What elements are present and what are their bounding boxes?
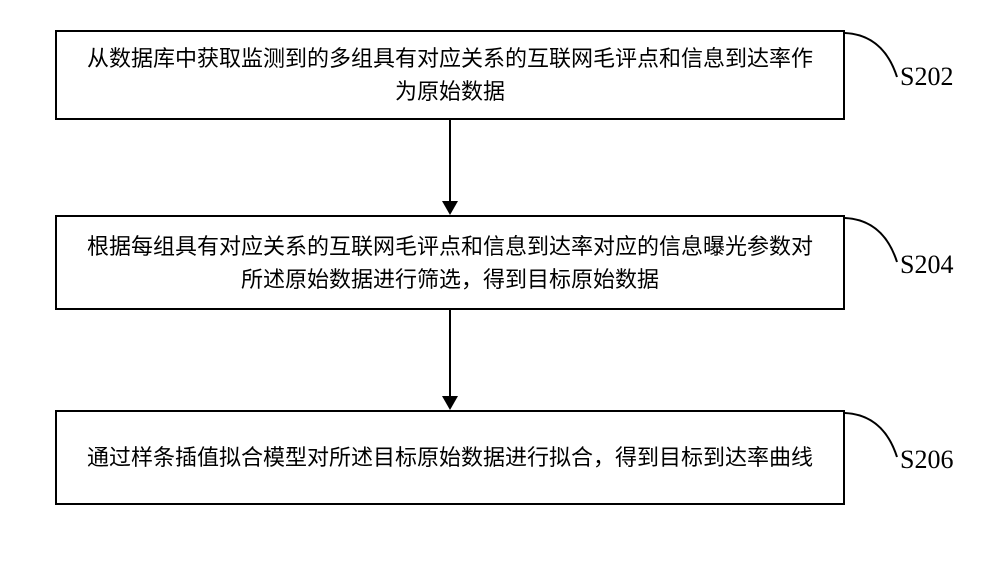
connector-curve-icon [845, 215, 900, 265]
arrow-head-icon [442, 396, 458, 410]
node-label-s206: S206 [900, 445, 953, 475]
flowchart-node-s202: 从数据库中获取监测到的多组具有对应关系的互联网毛评点和信息到达率作为原始数据 [55, 30, 845, 120]
connector-curve-icon [845, 410, 900, 460]
node-text: 通过样条插值拟合模型对所述目标原始数据进行拟合，得到目标到达率曲线 [87, 441, 813, 474]
flowchart-node-s206: 通过样条插值拟合模型对所述目标原始数据进行拟合，得到目标到达率曲线 [55, 410, 845, 505]
node-label-s204: S204 [900, 250, 953, 280]
arrow-head-icon [442, 201, 458, 215]
node-text: 根据每组具有对应关系的互联网毛评点和信息到达率对应的信息曝光参数对所述原始数据进… [77, 230, 823, 296]
connector-curve-icon [845, 30, 900, 80]
arrow-line [449, 310, 451, 398]
node-text: 从数据库中获取监测到的多组具有对应关系的互联网毛评点和信息到达率作为原始数据 [77, 42, 823, 108]
node-label-s202: S202 [900, 62, 953, 92]
arrow-line [449, 120, 451, 203]
flowchart-node-s204: 根据每组具有对应关系的互联网毛评点和信息到达率对应的信息曝光参数对所述原始数据进… [55, 215, 845, 310]
